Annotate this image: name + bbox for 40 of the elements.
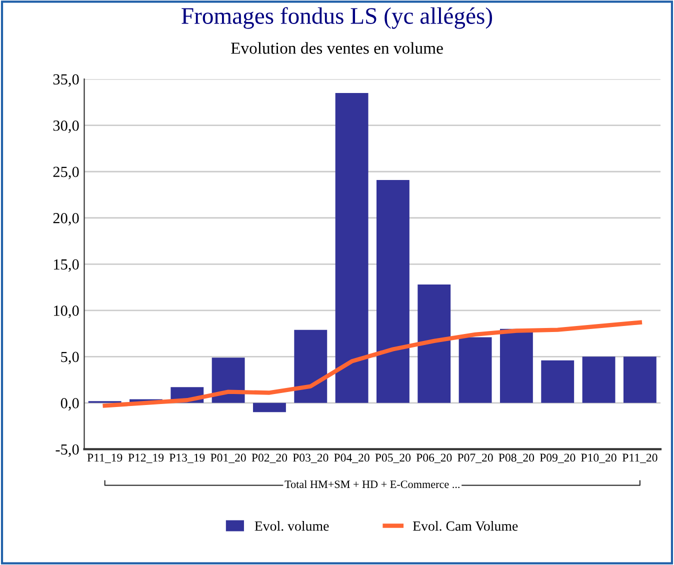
x-tick-label: P03_20 <box>292 454 328 464</box>
bar <box>335 92 368 403</box>
line-series <box>102 320 642 408</box>
bar <box>582 356 616 403</box>
x-tick-label: P11_20 <box>622 454 658 464</box>
bar <box>253 402 286 412</box>
bar <box>458 337 492 403</box>
x-tick-label: P06_20 <box>416 454 452 464</box>
bar <box>376 180 410 403</box>
x-tick-label: P08_20 <box>498 454 534 464</box>
y-tick-label: 20,0 <box>53 213 79 226</box>
x-tick-label: P04_20 <box>334 454 370 464</box>
x-tick-label: P01_20 <box>210 454 246 464</box>
y-tick-label: 0,0 <box>60 398 79 411</box>
bar <box>212 358 245 403</box>
legend-label: Evol. Cam Volume <box>412 520 518 531</box>
legend-label: Evol. volume <box>254 520 329 531</box>
y-tick-label: 15,0 <box>54 259 79 272</box>
x-tick-label: P11_19 <box>87 454 122 464</box>
y-tick-label: 25,0 <box>53 166 79 180</box>
bar <box>500 328 533 403</box>
bar <box>623 356 656 403</box>
chart-title: Fromages fondus LS (yc allégés) <box>182 7 492 29</box>
x-tick-label: P05_20 <box>375 454 411 464</box>
y-tick-label: -5,0 <box>56 444 79 457</box>
x-tick-label: P13_19 <box>169 454 205 464</box>
bar <box>294 330 328 403</box>
chart-subtitle: Evolution des ventes en volume <box>231 42 443 54</box>
x-tick-label: P07_20 <box>458 454 493 464</box>
bar <box>541 360 574 403</box>
bar <box>418 284 451 403</box>
text: Total HM+SM + HD + E-Commerce ... <box>284 480 460 488</box>
y-tick-label: 10,0 <box>54 306 79 318</box>
x-tick-label: P09_20 <box>540 454 576 464</box>
x-tick-label: P02_20 <box>252 454 288 464</box>
x-tick-label: P12_19 <box>128 454 164 464</box>
y-tick-label: 30,0 <box>53 120 79 134</box>
y-tick-label: 5,0 <box>61 352 79 364</box>
x-tick-label: P10_20 <box>581 454 616 464</box>
y-tick-label: 35,0 <box>53 74 79 87</box>
